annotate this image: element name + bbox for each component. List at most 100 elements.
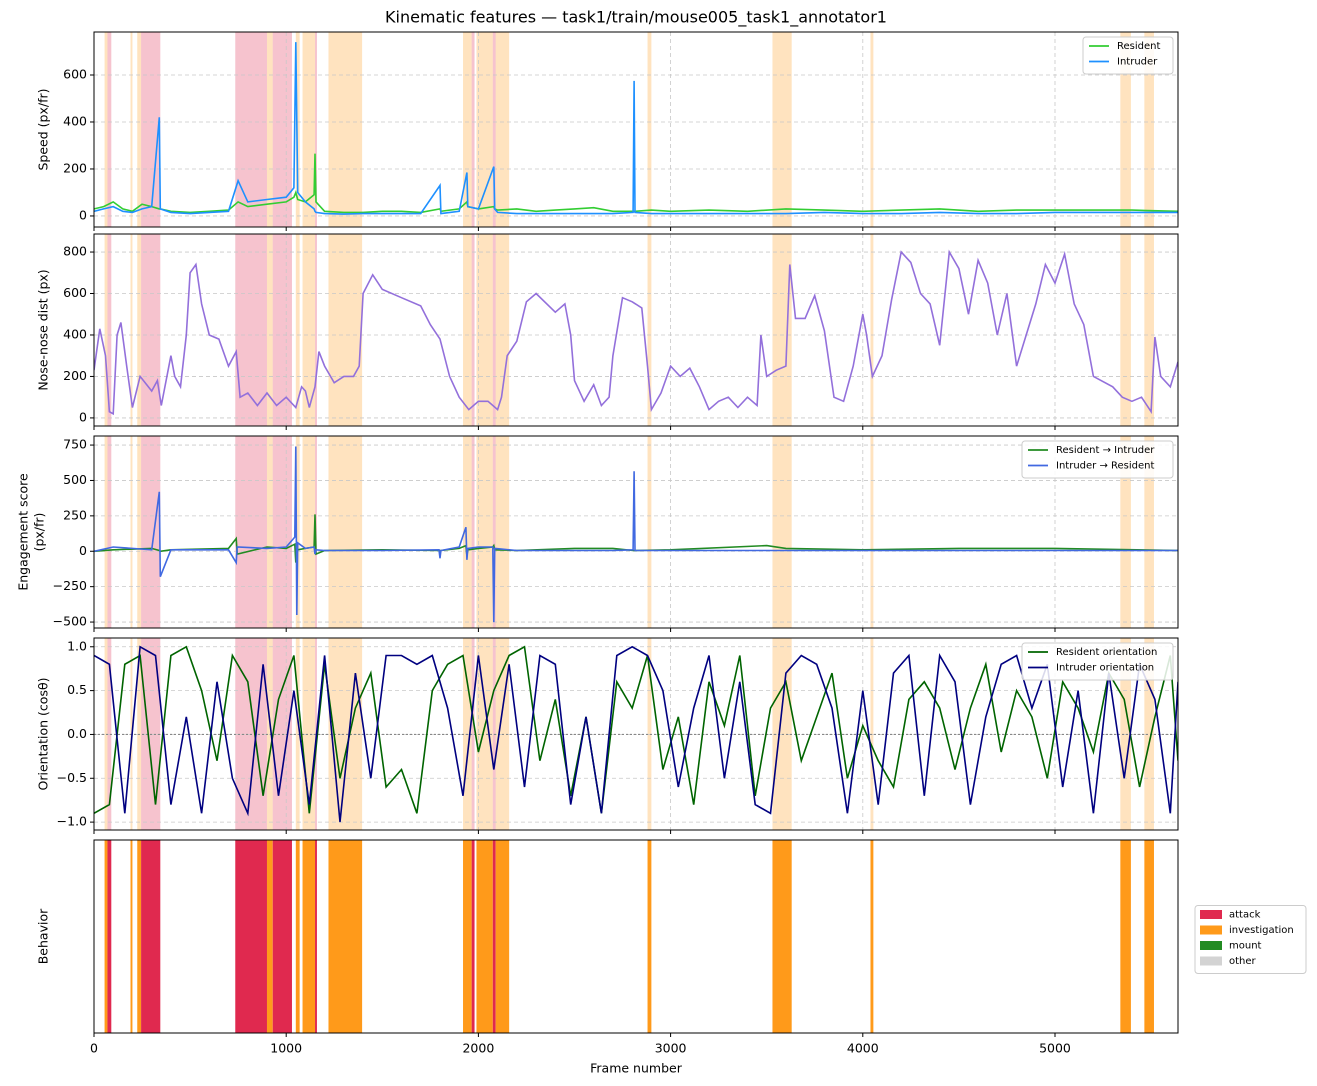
y-tick-label: 600: [63, 285, 87, 300]
y-axis-label: Nose-nose dist (px): [36, 269, 51, 390]
y-tick-label: 200: [63, 160, 87, 175]
behavior-band: [870, 234, 874, 426]
y-tick-label: 400: [63, 326, 87, 341]
legend-label: other: [1229, 956, 1257, 967]
y-tick-label: 1.0: [67, 638, 87, 653]
behavior-band: [302, 32, 316, 227]
behavior-segment: [870, 840, 874, 1033]
behavior-band: [1120, 32, 1131, 227]
behavior-band: [476, 638, 493, 830]
y-tick-label: 750: [63, 437, 87, 452]
axes-frame: [93, 233, 1179, 427]
behavior-band: [1120, 436, 1131, 628]
behavior-band: [495, 234, 510, 426]
behavior-band: [137, 32, 142, 227]
behavior-band: [495, 32, 510, 227]
behavior-band: [1144, 234, 1154, 426]
behavior-band: [141, 234, 161, 426]
panel: [94, 436, 1178, 628]
behavior-band: [870, 32, 874, 227]
legend-label: attack: [1229, 910, 1261, 921]
behavior-band: [104, 436, 108, 628]
behavior-band: [141, 32, 161, 227]
behavior-segment: [130, 840, 133, 1033]
behavior-band: [235, 436, 267, 628]
legend-swatch: [1200, 925, 1222, 935]
series-line: [94, 645, 1178, 814]
behavior-band: [107, 638, 112, 830]
legend-label: Resident: [1117, 41, 1160, 52]
y-tick-label: 600: [63, 66, 87, 81]
behavior-band: [272, 32, 292, 227]
behavior-segment: [328, 840, 363, 1033]
behavior-segment: [647, 840, 652, 1033]
x-tick-label: 2000: [462, 1041, 494, 1056]
y-axis-label: Orientation (cosθ): [36, 678, 51, 791]
behavior-band: [328, 436, 363, 628]
y-tick-label: 500: [63, 472, 87, 487]
behavior-band: [1144, 32, 1154, 227]
behavior-band: [1144, 638, 1154, 830]
y-tick-label: 0.0: [67, 726, 87, 741]
behavior-band: [492, 436, 496, 628]
panel: [94, 234, 1178, 426]
panel: [94, 638, 1178, 830]
panel: [104, 840, 1154, 1033]
behavior-segment: [104, 840, 108, 1033]
behavior-band: [1144, 436, 1154, 628]
behavior-band: [471, 436, 475, 628]
behavior-band: [476, 32, 493, 227]
behavior-segment: [266, 840, 273, 1033]
behavior-band: [266, 436, 273, 628]
y-tick-label: 0: [79, 207, 87, 222]
behavior-segment: [1120, 840, 1131, 1033]
behavior-band: [104, 234, 108, 426]
behavior-band: [272, 436, 292, 628]
legend-swatch: [1200, 910, 1222, 919]
behavior-band: [272, 234, 292, 426]
behavior-band: [870, 436, 874, 628]
behavior-band: [471, 638, 475, 830]
behavior-segment: [141, 840, 161, 1033]
behavior-segment: [471, 840, 475, 1033]
behavior-band: [471, 234, 475, 426]
behavior-band: [476, 234, 493, 426]
legend-box: [1194, 905, 1307, 974]
x-axis-label: Frame number: [590, 1061, 683, 1076]
behavior-band: [137, 234, 142, 426]
axes-frame: [93, 435, 1179, 629]
series-line: [94, 446, 1178, 623]
behavior-band: [266, 234, 273, 426]
legend-label: Intruder: [1117, 57, 1158, 68]
legend-label: mount: [1229, 941, 1262, 952]
behavior-band: [647, 32, 652, 227]
behavior-band: [130, 436, 133, 628]
behavior-segment: [1144, 840, 1154, 1033]
behavior-band: [302, 436, 316, 628]
legend-label: Intruder → Resident: [1056, 461, 1154, 472]
y-tick-label: −0.5: [57, 770, 87, 785]
behavior-band: [471, 32, 475, 227]
behavior-segment: [772, 840, 792, 1033]
x-tick-label: 5000: [1039, 1041, 1071, 1056]
behavior-band: [495, 436, 510, 628]
behavior-segment: [495, 840, 510, 1033]
y-axis-label: Speed (px/fr): [36, 89, 51, 171]
y-tick-label: 0.5: [67, 682, 87, 697]
behavior-band: [130, 32, 133, 227]
behavior-band: [772, 436, 792, 628]
behavior-band: [107, 436, 112, 628]
behavior-band: [130, 234, 133, 426]
behavior-segment: [235, 840, 267, 1033]
behavior-band: [463, 436, 472, 628]
legend-swatch: [1200, 941, 1222, 950]
behavior-band: [1120, 234, 1131, 426]
axes-frame: [93, 839, 1179, 1034]
legend-label: investigation: [1229, 925, 1294, 936]
legend-label: Intruder orientation: [1056, 663, 1154, 674]
behavior-band: [315, 234, 317, 426]
legend-box: [1021, 642, 1174, 681]
behavior-segment: [315, 840, 317, 1033]
legend-label: Resident → Intruder: [1056, 445, 1155, 456]
